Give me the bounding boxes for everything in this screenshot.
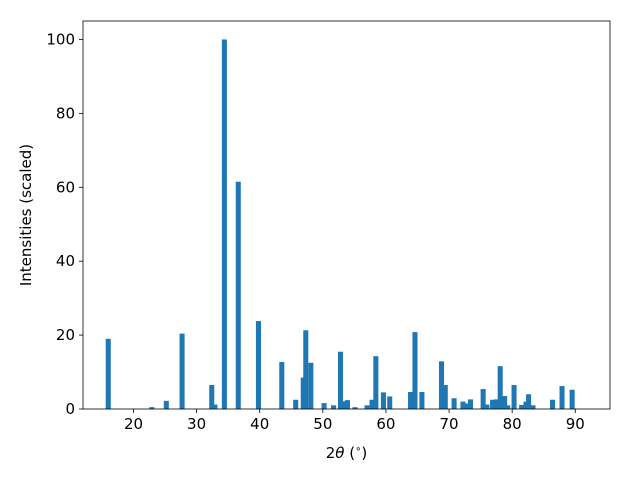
y-tick-label: 100 [46, 30, 75, 48]
bar [463, 403, 469, 409]
x-axis-label: 2θ (∘) [326, 444, 367, 462]
x-tick-label: 50 [313, 415, 332, 433]
y-tick-label: 60 [56, 178, 75, 196]
bar [212, 404, 218, 409]
bar [419, 392, 425, 409]
bar-series [105, 39, 575, 409]
bar [526, 394, 532, 409]
bar [387, 396, 393, 409]
bar [344, 400, 350, 409]
bar [279, 362, 285, 409]
bar [451, 398, 457, 409]
bar [300, 377, 306, 409]
x-tick-label: 60 [376, 415, 395, 433]
bar [321, 403, 327, 409]
bar [569, 389, 575, 409]
x-axis: 20 30 40 50 60 70 80 90 [124, 409, 585, 433]
bar [209, 384, 215, 409]
bar [352, 407, 358, 409]
bar [438, 361, 445, 409]
bar [502, 396, 508, 409]
x-axis-label-theta: θ [335, 444, 344, 462]
bar [530, 405, 536, 409]
bar [293, 399, 299, 409]
bar [442, 384, 448, 409]
bar [105, 338, 111, 409]
bar [519, 404, 525, 409]
bar [380, 392, 386, 409]
y-axis: 0 20 40 60 80 100 [46, 30, 83, 418]
bar [331, 405, 337, 409]
x-tick-label: 80 [503, 415, 522, 433]
y-tick-label: 0 [65, 400, 75, 418]
bar [480, 389, 486, 409]
bar [179, 333, 185, 409]
bar [308, 362, 314, 409]
bar [149, 407, 155, 409]
bar [511, 384, 517, 409]
bar [255, 321, 261, 409]
bar [369, 399, 375, 409]
x-axis-label-unit-open: ( [344, 444, 355, 462]
y-tick-label: 20 [56, 326, 75, 344]
x-axis-label-prefix: 2 [326, 444, 336, 462]
bar [490, 399, 496, 409]
bar [235, 181, 241, 409]
bar [523, 401, 529, 409]
bar [460, 401, 466, 409]
x-tick-label: 30 [187, 415, 206, 433]
x-tick-label: 70 [440, 415, 459, 433]
y-axis-label: Intensities (scaled) [17, 144, 35, 286]
x-axis-label-unit-close: ) [361, 444, 367, 462]
bar [163, 400, 169, 409]
bar [412, 332, 418, 409]
x-tick-label: 20 [124, 415, 143, 433]
bar [559, 386, 565, 409]
bar [373, 356, 379, 409]
bar [408, 392, 414, 409]
bar [221, 39, 227, 409]
bar [493, 399, 499, 409]
bar [337, 351, 344, 409]
plot-frame [82, 20, 611, 410]
bar [467, 399, 474, 409]
bar [550, 399, 556, 409]
bar [484, 404, 490, 409]
x-tick-label: 90 [566, 415, 585, 433]
x-tick-label: 40 [250, 415, 269, 433]
y-tick-label: 80 [56, 104, 75, 122]
bar [303, 330, 309, 409]
x-axis-label-degree: ∘ [355, 444, 361, 455]
y-tick-label: 40 [56, 252, 75, 270]
bar [364, 405, 370, 409]
bar [497, 366, 503, 409]
bar [505, 405, 511, 409]
